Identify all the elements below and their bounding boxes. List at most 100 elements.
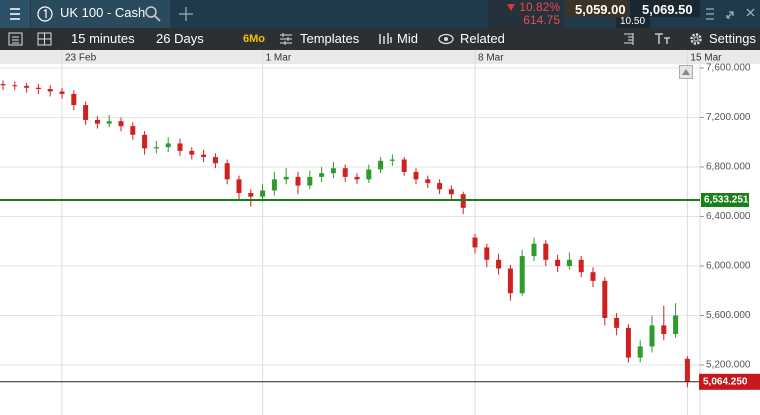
candle-body (673, 315, 679, 335)
candle-body (24, 85, 30, 88)
candle-body (484, 247, 490, 260)
y-tick-label: 7,600.000 (706, 63, 751, 74)
candle-body (661, 325, 667, 335)
sell-price: 5,059.00 (575, 2, 626, 17)
candle-body (389, 159, 395, 161)
range-button[interactable]: 26 Days (156, 31, 204, 46)
x-tick-label: 8 Mar (478, 53, 504, 64)
add-tab[interactable] (176, 4, 196, 24)
candle-body (649, 325, 655, 347)
change-pct: 10.82% (519, 0, 560, 14)
candle-body (295, 176, 301, 186)
menu-button[interactable] (0, 0, 30, 28)
top-toolbar: UK 100 - Cash 10.82% 614.75 5,059.00 5,0… (0, 0, 760, 28)
plot-area (0, 50, 700, 415)
candle-body (543, 243, 549, 260)
level-label-box (701, 192, 749, 207)
preset-button[interactable]: 6Mo (243, 33, 265, 45)
x-tick-label: 23 Feb (65, 53, 97, 64)
candle-body (260, 190, 266, 197)
candle-body (319, 173, 325, 177)
candle-body (224, 163, 230, 180)
related-button[interactable]: Related (460, 31, 505, 46)
y-tick-label: 6,400.000 (706, 211, 751, 222)
y-tick-label: 6,000.000 (706, 261, 751, 272)
candle-body (625, 327, 631, 358)
list-icon[interactable] (620, 31, 636, 47)
mid-icon (379, 33, 392, 44)
font-icon[interactable] (654, 31, 672, 47)
down-arrow (507, 4, 515, 11)
candle-body (614, 317, 620, 328)
candle-body (142, 134, 148, 149)
candle-body (59, 91, 65, 94)
y-tick-label: 6,800.000 (706, 162, 751, 173)
candle-body (496, 259, 502, 269)
candle-body (248, 192, 254, 197)
buy-price: 5,069.50 (642, 2, 693, 17)
y-tick-label: 5,600.000 (706, 310, 751, 321)
spread: 10.50 (620, 16, 646, 27)
candle-body (684, 358, 690, 382)
buy-button[interactable]: 5,069.50 (630, 0, 700, 17)
candle-body (507, 268, 513, 294)
candle-body (189, 150, 195, 155)
settings-button[interactable]: Settings (709, 31, 756, 46)
layout-icons[interactable] (0, 28, 60, 50)
candle-body (283, 176, 289, 180)
candle-body (366, 169, 372, 180)
candle-body (425, 179, 431, 184)
candle-body (236, 179, 242, 193)
candle-body (531, 243, 537, 257)
instrument-name: UK 100 - Cash (60, 5, 146, 20)
level-label: 6,533.251 (704, 195, 749, 206)
templates-button[interactable]: Templates (300, 31, 360, 46)
candle-body (153, 147, 159, 149)
candle-body (106, 121, 112, 124)
candle-body (354, 176, 360, 180)
workspace-icon (37, 6, 53, 22)
candle-body (330, 168, 336, 174)
last-price-label: 5,064.250 (703, 376, 748, 387)
candle-body (71, 93, 77, 106)
change-points: 614.75 (523, 13, 560, 27)
candle-body (212, 157, 218, 164)
candle-body (118, 121, 124, 127)
instrument-tab[interactable]: UK 100 - Cash (31, 0, 170, 28)
candle-body (401, 159, 407, 172)
candle-body (413, 171, 419, 180)
candle-body (637, 346, 643, 358)
candle-body (307, 176, 313, 186)
scroll-top-icon[interactable] (679, 65, 693, 79)
candle-body (94, 119, 100, 124)
candle-body (83, 105, 89, 120)
related-icon (438, 33, 454, 45)
interval-button[interactable]: 15 minutes (71, 31, 135, 46)
candle-body (271, 179, 277, 191)
settings-icon (690, 33, 702, 45)
y-tick-label: 5,200.000 (706, 360, 751, 371)
date-axis-band (0, 50, 760, 64)
spread-box: 10.50 (616, 16, 650, 28)
candle-body (448, 189, 454, 195)
search-icon[interactable] (143, 4, 163, 24)
candle-body (460, 194, 466, 208)
candle-body (555, 259, 561, 266)
window-controls[interactable] (700, 0, 760, 28)
y-tick-label: 7,200.000 (706, 112, 751, 123)
candle-body (566, 259, 572, 266)
candle-body (378, 160, 384, 170)
candle-body (12, 85, 18, 87)
price-mode-button[interactable]: Mid (397, 31, 418, 46)
menu-icon (10, 8, 20, 20)
price-axis: 7,600.000 7,200.000 6,800.000 6,400.000 6,00… (699, 63, 760, 390)
sell-button[interactable]: 5,059.00 (566, 0, 628, 17)
candle-body (342, 168, 348, 177)
chart-toolbar: 15 minutes 26 Days 6Mo Templates Mid Rel… (0, 28, 760, 50)
candle-body (519, 256, 525, 294)
candle-body (177, 143, 183, 151)
candle-body (201, 154, 207, 158)
candle-body (590, 272, 596, 281)
candle-body (165, 143, 171, 148)
